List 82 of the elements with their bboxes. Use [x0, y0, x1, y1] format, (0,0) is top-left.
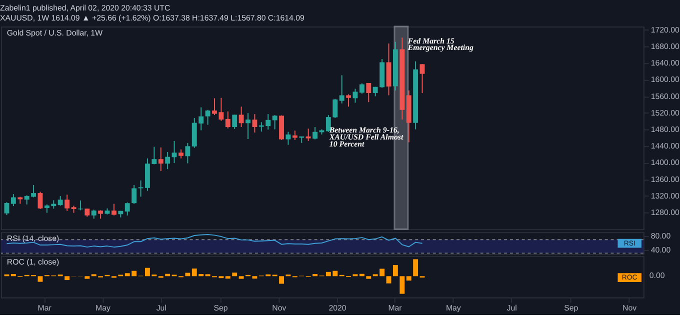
- candlestick: [172, 140, 177, 164]
- bar: [413, 259, 418, 276]
- bar: [406, 276, 412, 281]
- candlestick: [10, 194, 16, 207]
- candlestick: [91, 209, 96, 220]
- candlestick: [185, 142, 190, 164]
- x-tick-label: Jul: [506, 304, 518, 313]
- y-tick-label: 1680.00: [650, 42, 680, 51]
- chart-title: Gold Spot / U.S. Dollar, 1W: [6, 28, 104, 38]
- y-tick-label: 1440.00: [650, 142, 680, 151]
- x-tick-label: May: [446, 304, 461, 313]
- y-tick-label: 40.00: [650, 245, 672, 254]
- candlestick: [111, 203, 116, 216]
- candlestick: [366, 82, 372, 103]
- candlestick: [58, 196, 63, 206]
- candlestick: [312, 126, 318, 140]
- y-tick-label: 1360.00: [650, 174, 680, 184]
- y-tick-label: 80.00: [650, 232, 672, 241]
- y-tick-label: 1280.00: [650, 208, 680, 218]
- candlestick: [38, 191, 43, 210]
- candlestick: [132, 184, 137, 204]
- candlestick: [158, 146, 164, 172]
- x-tick-label: Sep: [564, 304, 579, 313]
- y-tick-label: 1520.00: [650, 108, 680, 118]
- bar: [84, 276, 90, 279]
- x-tick-label: May: [96, 304, 110, 313]
- candlestick: [352, 88, 358, 104]
- bar: [38, 276, 43, 282]
- x-tick-label: Mar: [38, 304, 52, 313]
- x-tick-label: Nov: [272, 304, 286, 313]
- text: 0.00: [649, 271, 666, 280]
- x-tick-label: Jul: [156, 304, 167, 313]
- y-tick-label: 1640.00: [650, 58, 680, 68]
- bar: [366, 276, 372, 279]
- bar: [392, 265, 398, 276]
- x-tick-label: Mar: [388, 304, 402, 313]
- candlestick: [238, 106, 244, 128]
- candlestick: [64, 194, 70, 212]
- bar: [64, 276, 70, 280]
- candlestick: [124, 202, 130, 216]
- bar: [185, 272, 190, 276]
- annotation: Between March 9-16, XAU/USD Fell Almost 10 Percent: [328, 126, 404, 148]
- y-tick-label: 1560.00: [650, 92, 680, 101]
- bar: [238, 276, 244, 279]
- candlestick: [339, 74, 344, 104]
- bar: [386, 276, 392, 284]
- x-tick-label: Nov: [622, 304, 637, 313]
- text: XAUUSD, 1W 1614.09 ▲ +25.66 (+1.62%) O:1637.38 H:1637.49 L:1567.80 C:1614.09: [0, 13, 305, 22]
- bar: [252, 276, 258, 279]
- y-tick-label: 1480.00: [650, 124, 680, 134]
- line-series: [6, 234, 423, 248]
- y-tick-label: 1600.00: [650, 75, 680, 84]
- bar: [225, 276, 230, 279]
- candlestick: [252, 114, 258, 134]
- candlestick: [346, 94, 352, 108]
- candlestick: [225, 110, 230, 129]
- candlestick: [4, 202, 10, 216]
- x-tick-label: 2020: [328, 304, 347, 313]
- candlestick: [246, 112, 250, 140]
- candlestick: [279, 114, 284, 140]
- candlestick: [165, 151, 170, 170]
- y-tick-label: 1400.00: [650, 158, 680, 168]
- bar: [279, 276, 284, 284]
- candlestick: [420, 64, 425, 94]
- candlestick: [306, 128, 311, 142]
- bar: [400, 276, 405, 294]
- candlestick: [78, 200, 83, 211]
- y-tick-label: 1320.00: [650, 191, 680, 200]
- annotation: Fed March 15 Emergency Meeting: [406, 36, 474, 52]
- x-tick-label: Sep: [214, 304, 228, 313]
- candlestick: [138, 180, 144, 198]
- text: Zabelin1 published, April 02, 2020 20:40:33 UTC: [0, 3, 170, 12]
- chart-title: RSI (14, close): [6, 234, 60, 244]
- chart-title: ROC (1, close): [6, 258, 60, 267]
- candlestick: [272, 114, 278, 130]
- candlestick: [205, 109, 210, 126]
- candlestick: [232, 114, 238, 130]
- candlestick: [178, 148, 184, 159]
- bar: [232, 272, 238, 276]
- candlestick: [286, 131, 291, 146]
- y-tick-label: 1720.00: [650, 25, 680, 34]
- candlestick: [359, 82, 364, 94]
